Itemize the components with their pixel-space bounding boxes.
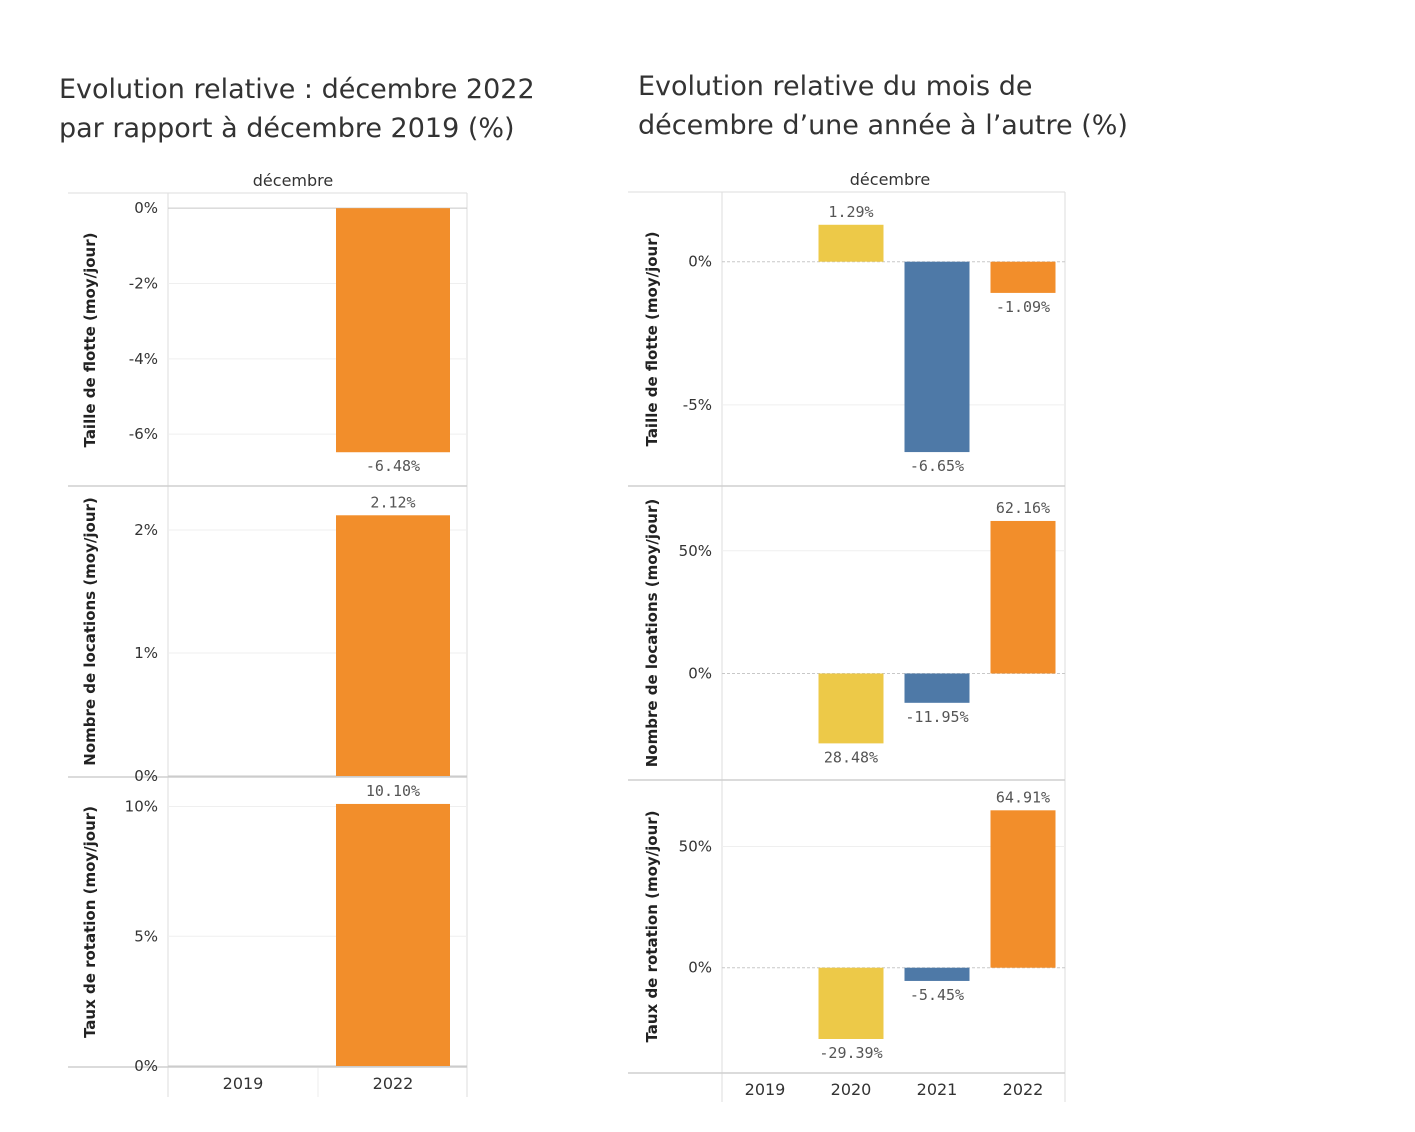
y-tick-label: -6% — [129, 425, 158, 443]
chart-title-right: Evolution relative du mois de décembre d… — [638, 71, 1128, 141]
column-header: décembre — [253, 171, 333, 190]
y-tick-label: -2% — [129, 275, 158, 293]
data-label: 1.29% — [828, 203, 873, 221]
chart-right: décembre 0% -5% Taille de flotte (moy/jour)… — [628, 170, 1066, 1102]
bar-2022 — [990, 261, 1056, 293]
y-tick-label: 10% — [125, 798, 158, 816]
y-tick-label: 0% — [688, 253, 712, 271]
y-tick-label: 50% — [679, 837, 712, 855]
bar-2022 — [336, 803, 450, 1066]
x-tick-label: 2019 — [745, 1080, 786, 1099]
bar-2022 — [336, 208, 450, 453]
bar-2020 — [818, 967, 884, 1039]
panel-3: 50% 0% Taux de rotation (moy/jour) -29.39% -… — [628, 788, 1065, 1074]
y-tick-label: 1% — [134, 644, 158, 662]
data-label: -6.48% — [366, 457, 420, 475]
data-label: 64.91% — [996, 788, 1050, 806]
bar-2022 — [990, 520, 1056, 674]
x-tick-label: 2022 — [1003, 1080, 1044, 1099]
panel-3: 10% 5% 0% Taux de rotation (moy/jour) 10.10% — [68, 782, 467, 1075]
x-tick-label: 2019 — [223, 1074, 264, 1093]
x-tick-label: 2020 — [831, 1080, 872, 1099]
y-axis-label: Nombre de locations (moy/jour) — [81, 497, 99, 765]
chart-left: décembre 0% -2% -4% -6% Taille de flotte (moy… — [68, 171, 468, 1097]
bar-2022 — [990, 810, 1056, 968]
data-label: -5.45% — [910, 986, 964, 1004]
panel-1: 0% -5% Taille de flotte (moy/jour) 1.29% -6.… — [628, 203, 1065, 487]
y-tick-label: 0% — [688, 664, 712, 682]
y-axis-label: Taux de rotation (moy/jour) — [81, 806, 99, 1038]
y-tick-label: -4% — [129, 350, 158, 368]
chart-title-left: Evolution relative : décembre 2022 par r… — [59, 74, 535, 144]
data-label: -11.95% — [905, 708, 968, 726]
data-label: -1.09% — [996, 298, 1050, 316]
bar-2021 — [904, 673, 970, 703]
data-label: 28.48% — [824, 748, 878, 766]
y-tick-label: -5% — [683, 396, 712, 414]
bar-2020 — [818, 673, 884, 744]
panel-2: 50% 0% Nombre de locations (moy/jour) 28.48… — [628, 499, 1065, 781]
data-label: 2.12% — [370, 493, 415, 511]
data-label: -6.65% — [910, 457, 964, 475]
y-axis-label: Taille de flotte (moy/jour) — [81, 233, 99, 448]
y-axis-label: Taille de flotte (moy/jour) — [643, 232, 661, 447]
data-label: 62.16% — [996, 499, 1050, 517]
y-tick-label: 0% — [134, 767, 158, 785]
bar-2020 — [818, 224, 884, 262]
data-label: 10.10% — [366, 782, 420, 800]
y-tick-label: 2% — [134, 521, 158, 539]
y-tick-label: 50% — [679, 542, 712, 560]
data-label: -29.39% — [819, 1044, 882, 1062]
x-tick-label: 2022 — [373, 1074, 414, 1093]
y-axis-label: Nombre de locations (moy/jour) — [643, 499, 661, 767]
column-header: décembre — [850, 170, 930, 189]
y-tick-label: 0% — [134, 1057, 158, 1075]
y-tick-label: 0% — [688, 959, 712, 977]
panel-2: 2% 1% 0% Nombre de locations (moy/jour) 2.12… — [68, 493, 467, 785]
y-tick-label: 0% — [134, 199, 158, 217]
y-tick-label: 5% — [134, 927, 158, 945]
bar-2022 — [336, 515, 450, 776]
x-tick-label: 2021 — [917, 1080, 958, 1099]
panel-1: 0% -2% -4% -6% Taille de flotte (moy/jour) -6… — [68, 199, 467, 487]
bar-2021 — [904, 967, 970, 981]
y-axis-label: Taux de rotation (moy/jour) — [643, 810, 661, 1042]
bar-2021 — [904, 261, 970, 453]
